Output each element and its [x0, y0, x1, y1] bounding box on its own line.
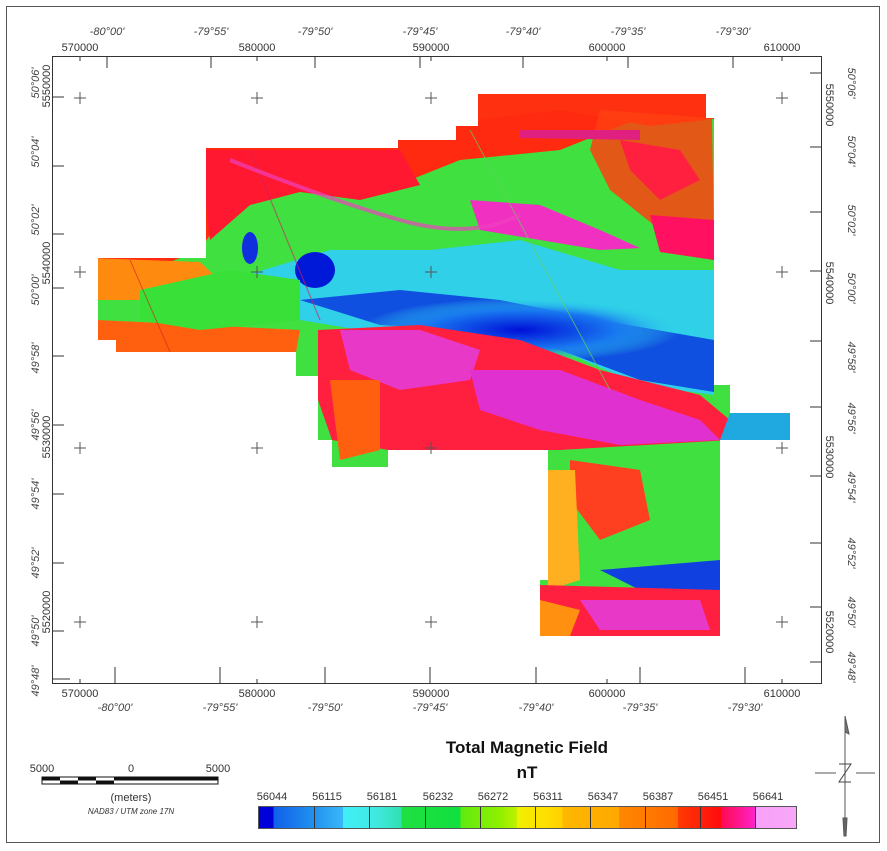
scale-center-label: 0 [127, 763, 135, 775]
top-lon-label: -80°00' [89, 26, 125, 38]
colorbar-label: 56641 [752, 791, 784, 803]
right-northing-label: 5540000 [823, 261, 835, 305]
colorbar-label: 56451 [697, 791, 729, 803]
top-easting-label: 580000 [238, 42, 276, 54]
colorbar-label: 56347 [587, 791, 619, 803]
bottom-lon-label: -79°40' [518, 702, 554, 714]
left-northing-label: 5530000 [41, 415, 53, 459]
bottom-lon-label: -79°55' [202, 702, 238, 714]
top-lon-label: -79°40' [505, 26, 541, 38]
right-lat-label: 49°56' [845, 402, 857, 434]
colorbar-label: 56181 [366, 791, 398, 803]
left-northing-label: 5540000 [41, 241, 53, 285]
colorbar-label: 56115 [312, 791, 342, 803]
top-lon-label: -79°50' [297, 26, 333, 38]
scale-left-label: 5000 [29, 763, 55, 775]
left-northing-label: 5550000 [41, 64, 53, 108]
right-lat-label: 49°50' [845, 596, 857, 628]
colorbar-label: 56272 [477, 791, 509, 803]
neatline-ticks [52, 56, 822, 684]
bottom-lon-label: -79°45' [412, 702, 448, 714]
colorbar [258, 806, 797, 829]
top-easting-label: 590000 [412, 42, 450, 54]
left-lat-label: 49°52' [30, 547, 42, 579]
top-lon-label: -79°30' [715, 26, 751, 38]
top-lon-label: -79°35' [610, 26, 646, 38]
colorbar-label: 56311 [533, 791, 563, 803]
colorbar-label: 56044 [256, 791, 288, 803]
bottom-easting-label: 610000 [763, 688, 801, 700]
top-easting-label: 610000 [763, 42, 801, 54]
top-easting-label: 600000 [588, 42, 626, 54]
colorbar-label: 56387 [642, 791, 674, 803]
colorbar-label: 56232 [422, 791, 454, 803]
scale-right-label: 5000 [205, 763, 231, 775]
left-lat-label: 49°58' [30, 342, 42, 374]
bottom-lon-label: -80°00' [97, 702, 133, 714]
bottom-easting-label: 580000 [238, 688, 276, 700]
right-lat-label: 49°48' [845, 651, 857, 683]
left-lat-label: 50°02' [30, 204, 42, 236]
right-lat-label: 49°54' [845, 471, 857, 503]
left-lat-label: 49°54' [30, 478, 42, 510]
right-lat-label: 50°04' [845, 135, 857, 167]
scale-bar [41, 776, 219, 785]
left-lat-label: 50°04' [30, 136, 42, 168]
top-lon-label: -79°45' [402, 26, 438, 38]
right-lat-label: 49°52' [845, 537, 857, 569]
projection-label: NAD83 / UTM zone 17N [87, 807, 175, 816]
north-arrow [815, 715, 875, 837]
legend-title: Total Magnetic Field [445, 738, 609, 757]
legend-unit: nT [516, 763, 538, 782]
right-northing-label: 5530000 [823, 435, 835, 479]
graticule-crosshairs [74, 92, 788, 628]
right-lat-label: 50°02' [845, 204, 857, 236]
left-northing-label: 5520000 [41, 590, 53, 634]
map-neatline [52, 56, 822, 684]
bottom-lon-label: -79°30' [727, 702, 763, 714]
right-lat-label: 50°06' [845, 67, 857, 99]
bottom-easting-label: 590000 [412, 688, 450, 700]
left-lat-label: 49°48' [30, 665, 42, 697]
right-northing-label: 5550000 [823, 83, 835, 127]
bottom-easting-label: 600000 [588, 688, 626, 700]
right-lat-label: 50°00' [845, 272, 857, 304]
bottom-lon-label: -79°50' [307, 702, 343, 714]
top-lon-label: -79°55' [193, 26, 229, 38]
bottom-lon-label: -79°35' [622, 702, 658, 714]
right-lat-label: 49°58' [845, 341, 857, 373]
right-northing-label: 5520000 [823, 610, 835, 654]
top-easting-label: 570000 [61, 42, 99, 54]
bottom-easting-label: 570000 [61, 688, 99, 700]
scale-unit-label: (meters) [110, 792, 152, 804]
